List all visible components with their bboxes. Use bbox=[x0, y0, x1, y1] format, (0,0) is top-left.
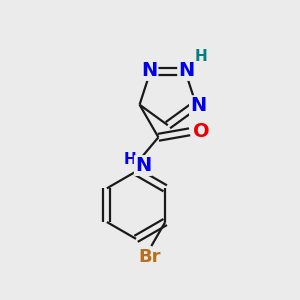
Text: Br: Br bbox=[138, 248, 160, 266]
Text: H: H bbox=[195, 49, 208, 64]
Text: N: N bbox=[141, 61, 158, 80]
Text: N: N bbox=[190, 96, 206, 115]
Text: N: N bbox=[135, 156, 151, 175]
Text: H: H bbox=[124, 152, 136, 167]
Text: N: N bbox=[178, 61, 194, 80]
Text: O: O bbox=[193, 122, 210, 141]
